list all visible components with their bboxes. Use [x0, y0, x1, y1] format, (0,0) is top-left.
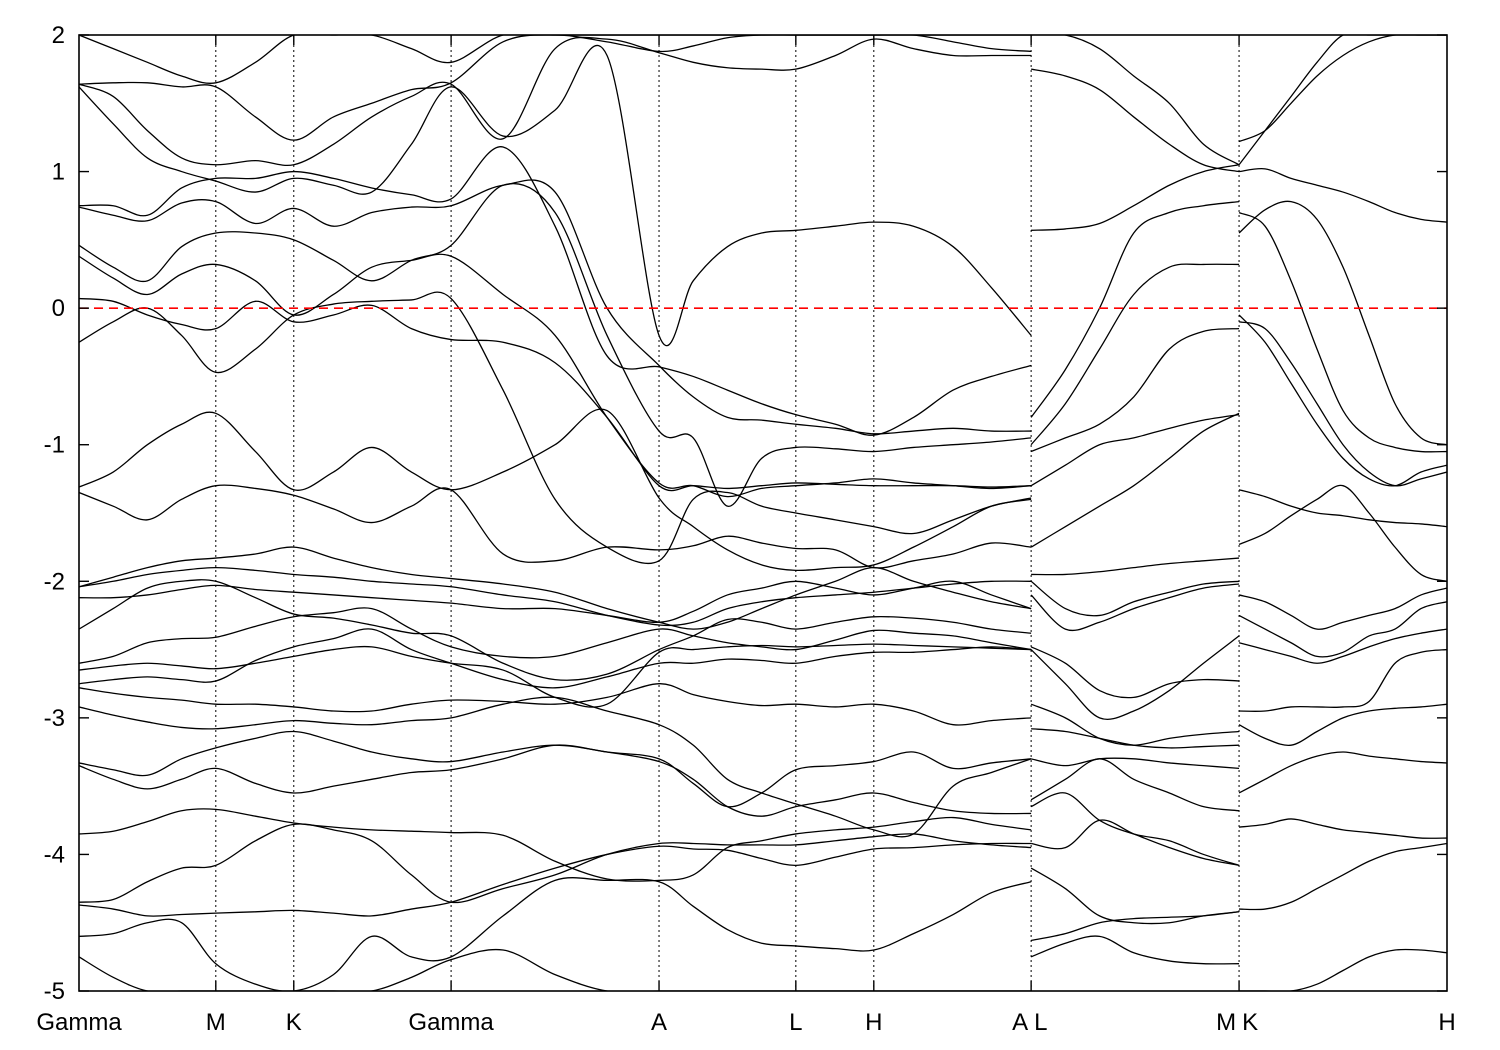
band-line [1031, 164, 1240, 231]
kpoint-label: Gamma [408, 1009, 494, 1036]
plot-frame [78, 34, 1448, 992]
band-line [1238, 200, 1447, 446]
band-line [79, 484, 1032, 569]
band-line [1030, 263, 1240, 446]
band-line [79, 297, 1032, 492]
band-line [1030, 792, 1240, 866]
band-line [79, 35, 1032, 84]
band-line [79, 179, 1032, 435]
band-line [79, 182, 1032, 507]
band-line [79, 579, 1032, 681]
band-line [1238, 751, 1447, 794]
band-line [1238, 484, 1447, 582]
y-tick-label: -5 [44, 978, 65, 1005]
band-line [1030, 414, 1240, 487]
y-tick-label: -4 [44, 841, 65, 868]
band-line [79, 408, 1032, 572]
band-line [1238, 35, 1447, 143]
y-tick-label: -3 [44, 705, 65, 732]
band-line [1030, 412, 1240, 548]
kpoint-label: Gamma [36, 1009, 122, 1036]
kpoint-label: L [1034, 1009, 1047, 1036]
band-line [1238, 35, 1447, 166]
band-line [79, 730, 1032, 817]
y-tick-label: -2 [44, 568, 65, 595]
band-line [1239, 842, 1447, 911]
band-line [1238, 818, 1447, 839]
y-tick-label: 0 [52, 295, 65, 322]
band-line [1030, 327, 1240, 453]
band-line [1031, 557, 1240, 576]
band-line [79, 948, 1032, 991]
kpoint-label: M [206, 1009, 226, 1036]
band-line [1239, 648, 1447, 712]
band-line [79, 36, 1032, 166]
band-line [1238, 321, 1447, 487]
band-line [1030, 758, 1240, 812]
band-line [1030, 646, 1240, 699]
y-tick-label: 2 [52, 22, 65, 49]
band-lines [79, 35, 1447, 991]
band-line [1030, 935, 1240, 965]
kpoint-label: L [789, 1009, 802, 1036]
band-line [1238, 703, 1447, 746]
kpoint-label: M [1216, 1009, 1236, 1036]
band-line [79, 146, 1032, 436]
band-line [1031, 35, 1240, 166]
band-line [1030, 200, 1240, 418]
band-line [79, 580, 1032, 623]
kpoint-label: A [651, 1009, 667, 1036]
kpoint-label: A [1012, 1009, 1028, 1036]
band-line [1030, 580, 1240, 617]
band-line [79, 291, 1032, 565]
band-line [79, 253, 1032, 498]
band-line [1030, 757, 1240, 770]
band-line [1238, 489, 1447, 528]
band-line [1238, 314, 1447, 487]
y-tick-label: -1 [44, 432, 65, 459]
band-line [79, 44, 1032, 347]
band-line [79, 607, 1032, 664]
x-axis-kpoint-labels: Gamma M K Gamma A L H A L M K H [36, 1009, 1455, 1036]
band-line [1030, 635, 1240, 721]
band-line [1031, 68, 1240, 173]
band-line [1238, 628, 1447, 664]
band-line [79, 842, 1032, 917]
kpoint-label: H [865, 1009, 882, 1036]
band-line [79, 566, 1032, 627]
band-line [1030, 703, 1240, 746]
kpoint-label: K [1242, 1009, 1258, 1036]
band-line [79, 628, 1032, 689]
kpoint-label: H [1438, 1009, 1455, 1036]
band-line [1238, 167, 1447, 223]
band-line [79, 683, 1032, 726]
band-line [1238, 211, 1447, 453]
band-line [1030, 867, 1240, 925]
y-tick-label: 1 [52, 159, 65, 186]
kpoint-label: K [286, 1009, 302, 1036]
band-line [79, 823, 1032, 904]
k-point-gridlines [215, 35, 1240, 991]
band-line [1030, 583, 1240, 632]
band-line [79, 877, 1032, 991]
y-axis-ticks: 2 1 0 -1 -2 -3 -4 -5 [44, 22, 1447, 1005]
band-line [1238, 587, 1447, 630]
band-line [1238, 601, 1447, 658]
band-line [79, 35, 1032, 141]
band-line [79, 808, 1032, 882]
band-line [1239, 948, 1447, 991]
band-line [79, 643, 1032, 708]
